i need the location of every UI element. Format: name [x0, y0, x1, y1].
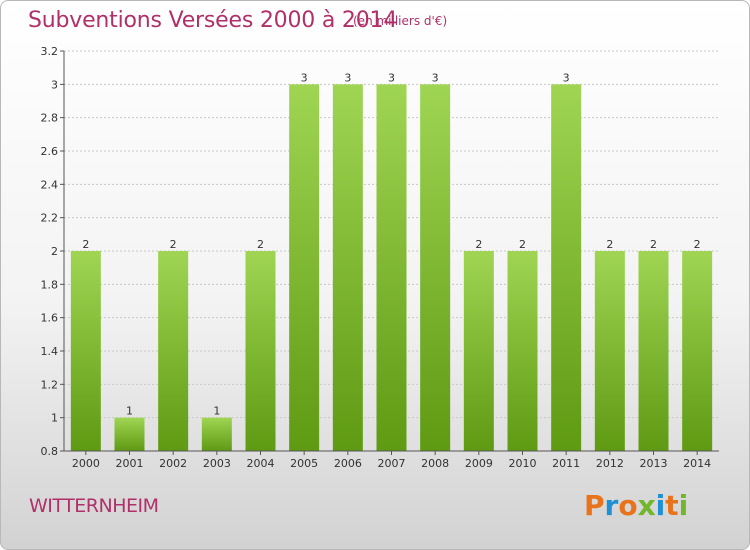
y-tick-label: 1.4 — [41, 345, 59, 358]
bar-2013 — [638, 251, 669, 451]
bar-value-label: 2 — [606, 238, 613, 251]
x-tick-label: 2009 — [465, 457, 493, 470]
bar-2003 — [201, 417, 232, 451]
bar-value-label: 3 — [432, 71, 439, 84]
y-tick-label: 3.2 — [41, 45, 59, 58]
bar-value-label: 2 — [650, 238, 657, 251]
logo-letter: t — [665, 489, 679, 522]
logo-letter: x — [637, 489, 656, 522]
bar-2008 — [420, 84, 451, 451]
x-tick-label: 2014 — [683, 457, 711, 470]
logo-letter: i — [678, 489, 689, 522]
bar-value-label: 2 — [170, 238, 177, 251]
bar-value-label: 2 — [82, 238, 89, 251]
y-tick-label: 1.2 — [41, 378, 59, 391]
bar-value-label: 2 — [475, 238, 482, 251]
commune-name: WITTERNHEIM — [29, 495, 159, 517]
bar-value-label: 1 — [213, 405, 220, 418]
bar-2004 — [245, 251, 276, 451]
x-tick-label: 2006 — [334, 457, 362, 470]
x-tick-label: 2007 — [378, 457, 406, 470]
bar-2001 — [114, 417, 145, 451]
x-tick-label: 2000 — [72, 457, 100, 470]
bar-value-label: 3 — [388, 71, 395, 84]
bar-2012 — [594, 251, 625, 451]
bar-2009 — [463, 251, 494, 451]
bar-2005 — [289, 84, 320, 451]
bar-2010 — [507, 251, 538, 451]
bar-2000 — [70, 251, 101, 451]
x-tick-label: 2010 — [509, 457, 537, 470]
x-tick-label: 2008 — [421, 457, 449, 470]
logo-letter: i — [655, 489, 666, 522]
proxiti-logo: Proxiti — [584, 489, 688, 522]
bar-value-label: 3 — [301, 71, 308, 84]
bar-2007 — [376, 84, 407, 451]
bar-value-label: 2 — [694, 238, 701, 251]
y-tick-label: 3 — [51, 78, 58, 91]
bar-value-label: 1 — [126, 405, 133, 418]
bar-2011 — [551, 84, 582, 451]
x-tick-label: 2003 — [203, 457, 231, 470]
y-tick-label: 0.8 — [41, 445, 59, 458]
chart-title: Subventions Versées 2000 à 2014 — [28, 8, 398, 33]
bar-value-label: 2 — [257, 238, 264, 251]
y-tick-label: 2.8 — [41, 112, 59, 125]
x-tick-label: 2012 — [596, 457, 624, 470]
logo-letter: r — [604, 489, 619, 522]
bar-value-label: 2 — [519, 238, 526, 251]
bar-2006 — [332, 84, 363, 451]
logo-letter: P — [584, 489, 605, 522]
bar-value-label: 3 — [563, 71, 570, 84]
bar-value-label: 3 — [344, 71, 351, 84]
x-tick-label: 2011 — [552, 457, 580, 470]
chart-unit-subtitle: (en milliers d'€) — [353, 14, 448, 28]
y-tick-label: 1 — [51, 412, 58, 425]
bar-chart: 2 1 2 1 2 3 3 3 3 2 2 3 2 2 2 0.8 1 1.2 1.4 1.6 1.8 2 2.2 2.4 2… — [41, 45, 719, 470]
y-tick-label: 2 — [51, 245, 58, 258]
y-tick-label: 1.8 — [41, 278, 59, 291]
y-tick-label: 1.6 — [41, 312, 59, 325]
x-tick-label: 2013 — [640, 457, 668, 470]
y-tick-label: 2.4 — [41, 178, 59, 191]
bar-2002 — [158, 251, 189, 451]
bar-2014 — [682, 251, 713, 451]
logo-letter: o — [618, 489, 638, 522]
x-tick-label: 2004 — [247, 457, 275, 470]
y-tick-label: 2.2 — [41, 212, 59, 225]
x-tick-label: 2005 — [290, 457, 318, 470]
x-tick-label: 2002 — [159, 457, 187, 470]
x-tick-label: 2001 — [116, 457, 144, 470]
y-tick-label: 2.6 — [41, 145, 59, 158]
